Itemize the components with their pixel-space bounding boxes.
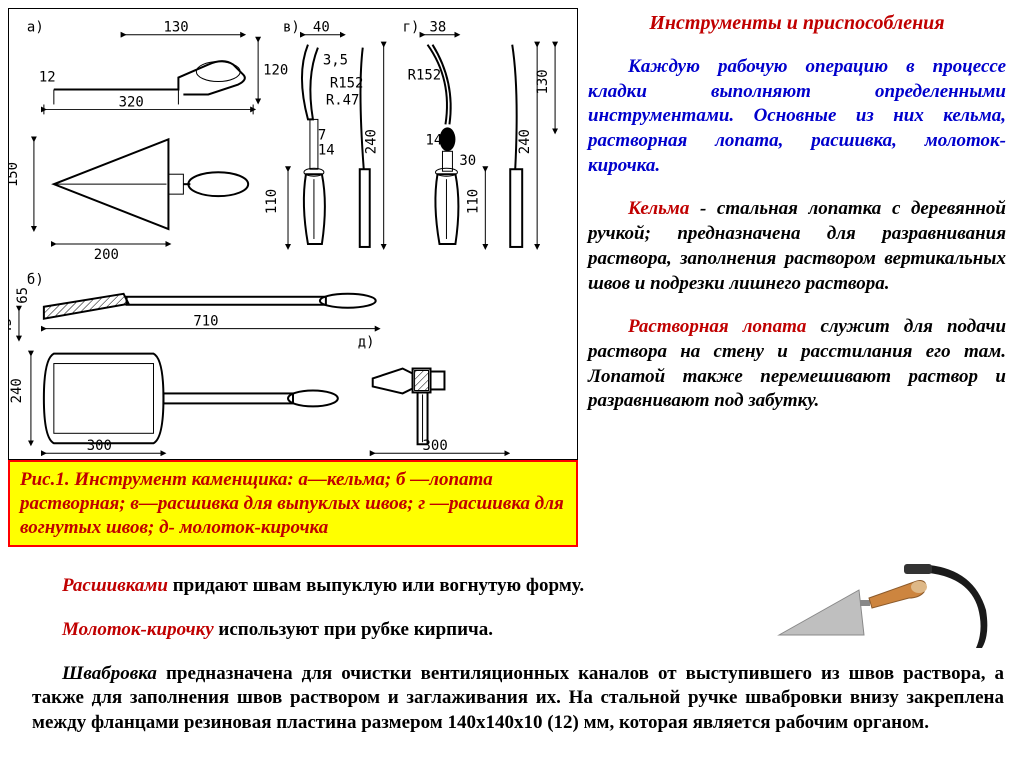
svg-text:R152: R152 (330, 76, 364, 92)
svg-text:45: 45 (9, 318, 15, 335)
lopata-keyword: Растворная лопата (628, 316, 806, 337)
svg-text:240: 240 (364, 129, 380, 154)
intro-para: Каждую рабочую операцию в процессе кладк… (588, 55, 1006, 178)
svg-text:14: 14 (426, 132, 443, 148)
svg-text:150: 150 (9, 162, 21, 187)
svg-text:110: 110 (465, 189, 481, 214)
engineering-diagram: а) 320 130 120 12 (8, 8, 578, 460)
kelma-para: Кельма - стальная лопатка с деревянной р… (588, 197, 1006, 296)
svg-text:40: 40 (313, 20, 330, 36)
label-g: г) (403, 20, 420, 36)
figure-caption: Рис.1. Инструмент каменщика: а—кельма; б… (8, 460, 578, 547)
label-v: в) (283, 20, 300, 36)
svg-text:200: 200 (94, 247, 119, 263)
label-b: б) (27, 272, 44, 288)
svg-text:14: 14 (318, 142, 335, 158)
svg-text:110: 110 (264, 189, 280, 214)
svg-text:240: 240 (517, 129, 533, 154)
svg-text:30: 30 (459, 153, 476, 169)
shvabrovka-para: Швабровка предназначена для очистки вент… (32, 662, 1004, 736)
svg-text:130: 130 (535, 69, 551, 94)
kelma-keyword: Кельма (628, 198, 689, 219)
svg-text:12: 12 (39, 70, 56, 86)
svg-text:240: 240 (9, 378, 25, 403)
svg-text:120: 120 (263, 63, 288, 79)
svg-text:300: 300 (87, 438, 112, 454)
caption-text: Рис.1. Инструмент каменщика: а—кельма; б… (20, 468, 566, 539)
svg-text:710: 710 (193, 314, 218, 330)
svg-text:R152: R152 (408, 68, 442, 84)
svg-text:130: 130 (163, 20, 188, 36)
svg-text:7: 7 (318, 127, 326, 143)
svg-text:65: 65 (15, 287, 31, 304)
label-a: а) (27, 20, 44, 36)
label-d: д) (358, 335, 375, 351)
tool-photos (764, 540, 994, 660)
svg-text:38: 38 (430, 20, 447, 36)
lopata-para: Растворная лопата служит для подачи раст… (588, 315, 1006, 414)
page-title: Инструменты и приспособления (588, 12, 1006, 35)
svg-text:3,5: 3,5 (323, 53, 348, 69)
svg-text:320: 320 (119, 94, 144, 110)
svg-text:300: 300 (423, 438, 448, 454)
svg-text:R.47: R.47 (326, 92, 360, 108)
